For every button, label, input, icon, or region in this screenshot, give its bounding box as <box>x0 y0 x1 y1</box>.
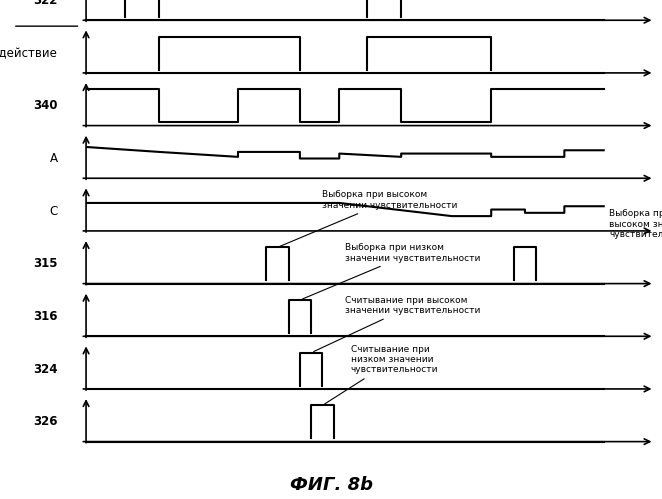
Text: A: A <box>50 152 58 165</box>
Text: 326: 326 <box>33 415 58 428</box>
Text: Выборка при низком
значении чувствительности: Выборка при низком значении чувствительн… <box>303 243 480 299</box>
Text: 315: 315 <box>33 257 58 270</box>
Text: 316: 316 <box>33 310 58 323</box>
Text: ФИГ. 8b: ФИГ. 8b <box>289 476 373 494</box>
Text: 322: 322 <box>34 0 58 7</box>
Text: C: C <box>50 205 58 218</box>
Text: Выборка при высоком
значении чувствительности: Выборка при высоком значении чувствитель… <box>280 191 457 247</box>
Text: 340: 340 <box>33 99 58 112</box>
Text: Воздействие: Воздействие <box>0 47 58 60</box>
Text: Считывание при
низком значении
чувствительности: Считывание при низком значении чувствите… <box>325 345 438 404</box>
Text: 324: 324 <box>33 363 58 376</box>
Text: Считывание при высоком
значении чувствительности: Считывание при высоком значении чувствит… <box>314 296 480 352</box>
Text: Выборка при
высоком значении
чувствительности: Выборка при высоком значении чувствитель… <box>610 210 662 239</box>
